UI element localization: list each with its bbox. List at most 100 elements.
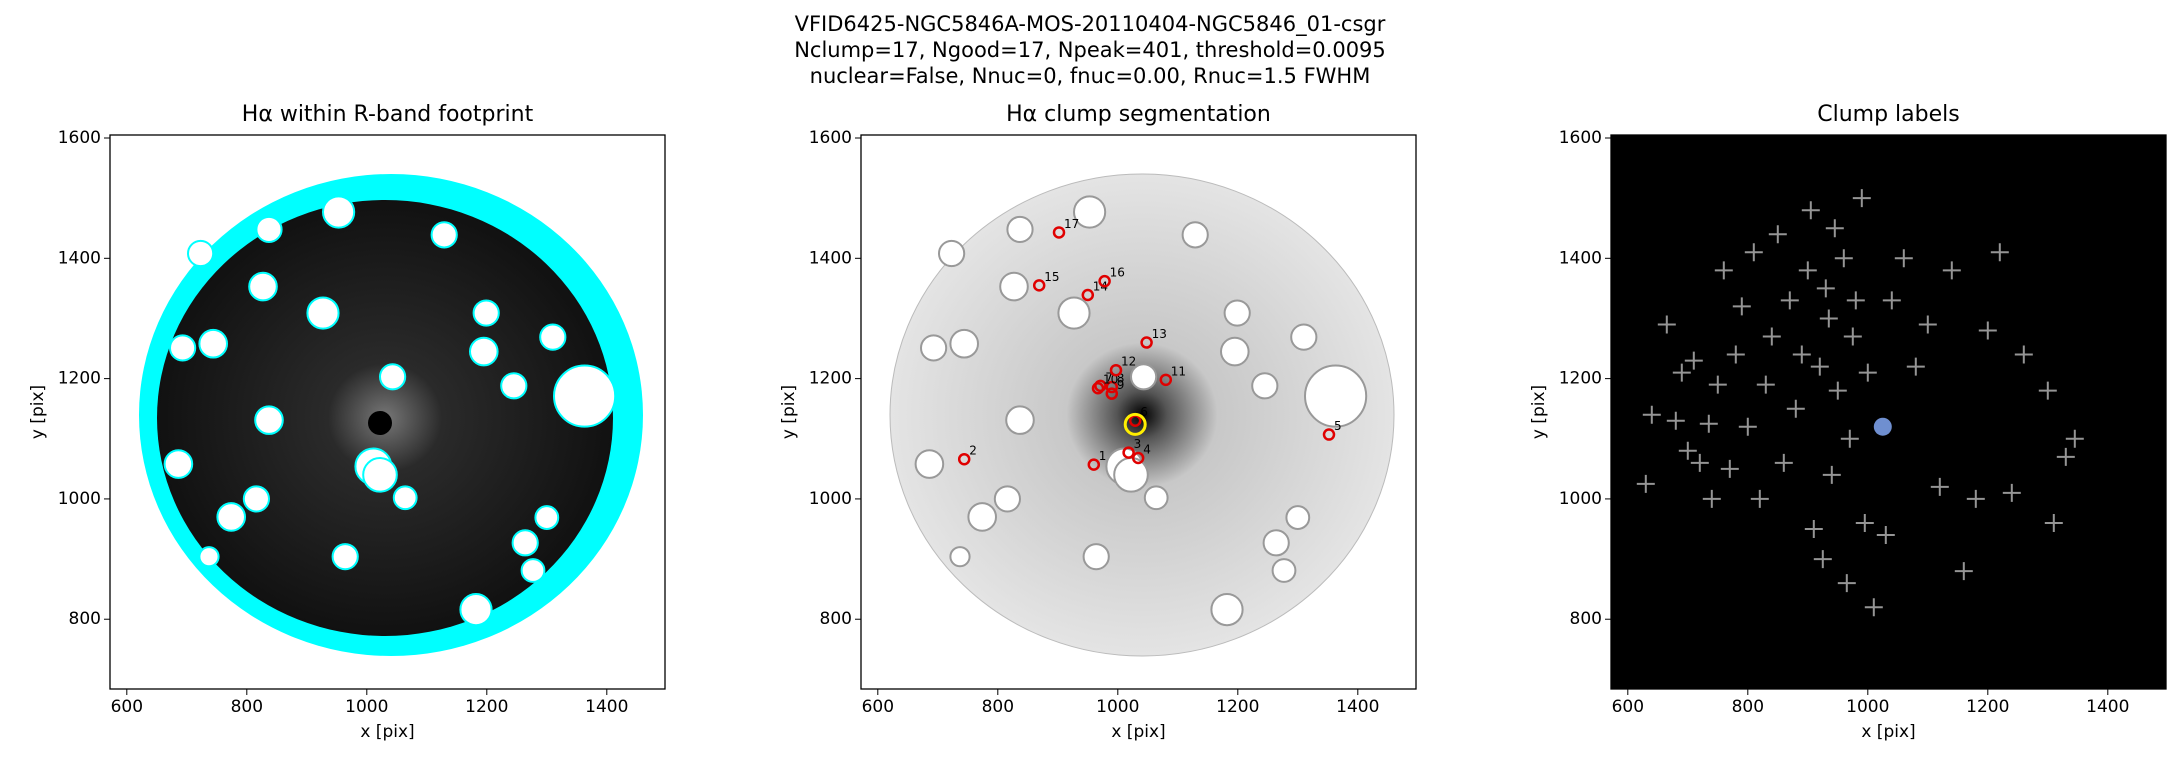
peak bbox=[1657, 315, 1676, 334]
peak bbox=[2038, 381, 2057, 400]
mask bbox=[169, 334, 197, 362]
peak bbox=[1714, 261, 1733, 280]
mask bbox=[322, 195, 356, 229]
mask bbox=[914, 449, 945, 479]
peak bbox=[1843, 327, 1862, 346]
mask bbox=[1113, 457, 1149, 493]
peak bbox=[1666, 411, 1685, 430]
x-tick-label: 600 bbox=[111, 697, 143, 717]
mask bbox=[163, 449, 194, 479]
clump-label: 14 bbox=[1093, 280, 1108, 294]
peak bbox=[1744, 243, 1763, 262]
clump bbox=[1081, 288, 1095, 302]
peak bbox=[1930, 477, 1949, 496]
peak bbox=[1732, 297, 1751, 316]
peak bbox=[1699, 414, 1718, 433]
clump bbox=[957, 452, 971, 466]
peak bbox=[1702, 489, 1721, 508]
y-tick-label: 1600 bbox=[58, 128, 101, 148]
axes-frame bbox=[1610, 134, 2167, 690]
x-axis-label: x [pix] bbox=[360, 722, 414, 742]
mask bbox=[198, 546, 220, 568]
peak bbox=[1822, 465, 1841, 484]
peak bbox=[1966, 489, 1985, 508]
y-tick-label: 1200 bbox=[809, 369, 852, 389]
mask bbox=[1251, 372, 1279, 400]
peak bbox=[1690, 453, 1709, 472]
y-tick-label: 1200 bbox=[1559, 369, 1602, 389]
peak bbox=[2056, 447, 2075, 466]
mask bbox=[472, 299, 500, 327]
peak bbox=[1942, 261, 1961, 280]
mask bbox=[500, 372, 528, 400]
peak bbox=[1804, 519, 1823, 538]
mask bbox=[254, 405, 284, 435]
clump-label: 13 bbox=[1152, 327, 1167, 341]
peak bbox=[1726, 345, 1745, 364]
peak bbox=[1756, 375, 1775, 394]
mask bbox=[1057, 296, 1091, 330]
clump bbox=[1159, 373, 1173, 387]
mask bbox=[187, 239, 215, 268]
mask bbox=[1082, 543, 1110, 571]
clump-label: 15 bbox=[1044, 270, 1059, 284]
clump-label: 3 bbox=[1134, 437, 1142, 451]
clump bbox=[1131, 451, 1145, 465]
y-tick-label: 800 bbox=[820, 609, 852, 629]
peak bbox=[1684, 351, 1703, 370]
mask bbox=[379, 363, 407, 391]
x-tick-label: 800 bbox=[982, 697, 1014, 717]
x-tick-label: 1400 bbox=[585, 697, 628, 717]
mask bbox=[1220, 336, 1250, 367]
panel-title: Clump labels bbox=[1817, 102, 1959, 127]
clump-label: 7 bbox=[1105, 370, 1113, 384]
clump-label: 9 bbox=[1117, 378, 1125, 392]
mask bbox=[949, 546, 971, 568]
x-tick-label: 1000 bbox=[1846, 697, 1889, 717]
peak bbox=[1768, 225, 1787, 244]
mask bbox=[1304, 364, 1368, 428]
mask bbox=[1210, 592, 1244, 627]
mask bbox=[392, 485, 418, 511]
peak bbox=[1672, 363, 1691, 382]
nucleus bbox=[1123, 412, 1147, 436]
mask bbox=[534, 505, 560, 530]
peak bbox=[1801, 201, 1820, 220]
peak bbox=[1780, 291, 1799, 310]
peak bbox=[1798, 261, 1817, 280]
mask bbox=[511, 529, 539, 557]
clump bbox=[1322, 428, 1336, 441]
mask bbox=[216, 502, 246, 532]
mask bbox=[469, 336, 499, 367]
mask bbox=[993, 485, 1022, 513]
y-tick-label: 1600 bbox=[1559, 128, 1602, 148]
peak bbox=[1840, 429, 1859, 448]
peak bbox=[1855, 513, 1874, 532]
mask bbox=[1005, 405, 1035, 435]
x-tick-label: 1000 bbox=[345, 697, 388, 717]
x-tick-label: 1200 bbox=[1966, 697, 2009, 717]
peak bbox=[1837, 574, 1856, 593]
peak bbox=[1990, 243, 2009, 262]
mask bbox=[1130, 363, 1158, 391]
mask bbox=[255, 215, 283, 244]
y-tick-label: 1400 bbox=[58, 248, 101, 268]
peak bbox=[1678, 441, 1697, 460]
mask bbox=[539, 323, 567, 351]
mask bbox=[967, 502, 998, 532]
clump-label: 5 bbox=[1334, 419, 1342, 433]
peak bbox=[2065, 429, 2084, 448]
peak bbox=[2044, 513, 2063, 532]
y-tick-label: 1000 bbox=[1559, 489, 1602, 509]
mask bbox=[459, 592, 493, 627]
clump-label: 16 bbox=[1110, 266, 1125, 280]
x-tick-label: 1400 bbox=[2086, 697, 2129, 717]
peak bbox=[1708, 375, 1727, 394]
y-axis-label: y [pix] bbox=[28, 385, 48, 439]
mask bbox=[553, 364, 617, 428]
suptitle: Nclump=17, Ngood=17, Npeak=401, threshol… bbox=[794, 38, 1386, 62]
mask bbox=[938, 239, 966, 268]
clump-label: 6 bbox=[1140, 405, 1148, 419]
clump bbox=[1098, 274, 1111, 288]
peak bbox=[1906, 357, 1925, 376]
